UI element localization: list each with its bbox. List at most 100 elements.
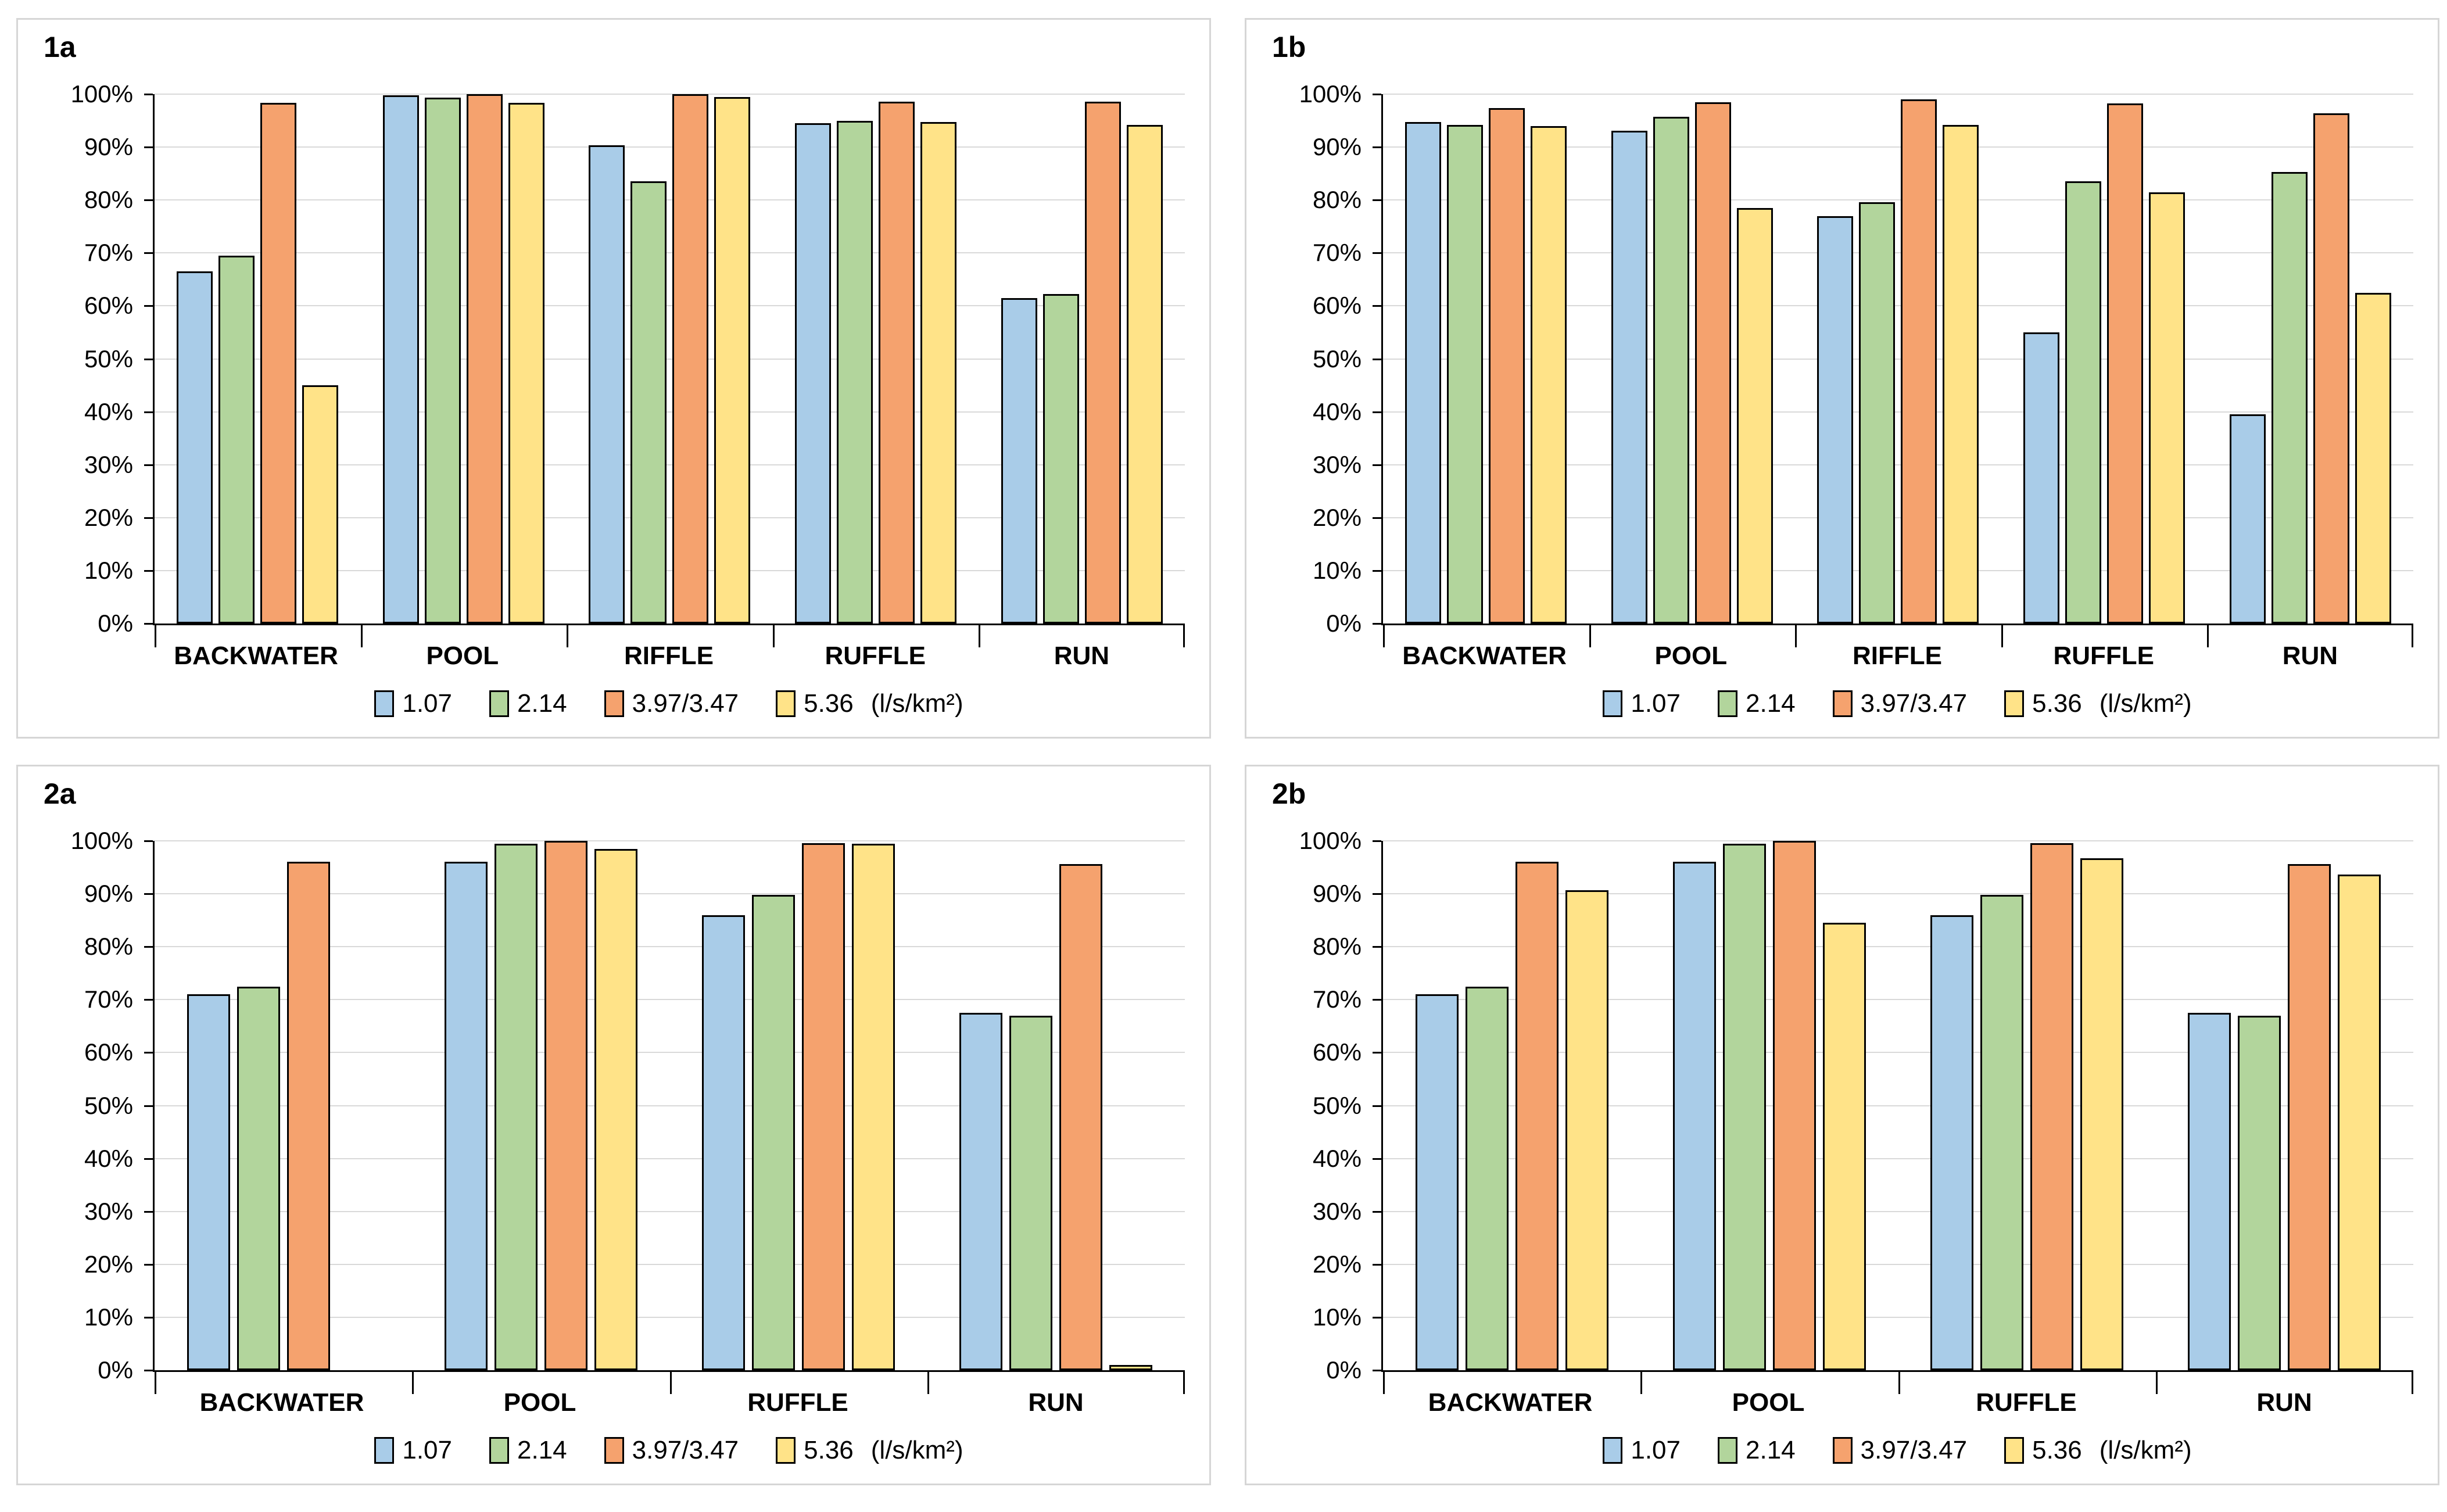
bar-2-14 — [1447, 124, 1484, 624]
gridline — [1383, 199, 2413, 201]
y-axis-tick — [144, 358, 153, 360]
x-axis-tick — [1383, 625, 1385, 647]
category-group — [1589, 94, 1796, 624]
bar-3-97-3-47 — [544, 841, 587, 1370]
y-axis-tick — [144, 1263, 153, 1266]
bars-layer — [1383, 94, 2413, 624]
y-tick-label: 60% — [84, 292, 133, 320]
y-tick-label: 100% — [1299, 827, 1362, 854]
y-axis-tick — [144, 411, 153, 413]
gridline — [155, 1158, 1185, 1159]
y-axis-tick — [144, 146, 153, 149]
legend-item: 3.97/3.47 — [604, 689, 739, 718]
bar-5-36 — [1822, 923, 1866, 1370]
gridline — [155, 893, 1185, 895]
gridline — [1383, 1263, 2413, 1265]
gridline — [155, 1052, 1185, 1054]
bar-5-36 — [2338, 875, 2381, 1370]
bar-5-36 — [1531, 126, 1567, 624]
y-tick-label: 10% — [1312, 556, 1362, 584]
y-axis-tick — [144, 1210, 153, 1213]
bar-2-14 — [2271, 171, 2308, 624]
gridline — [155, 999, 1185, 1001]
gridline — [1383, 893, 2413, 895]
legend-label: 1.07 — [1631, 1436, 1681, 1464]
y-tick-label: 60% — [1312, 292, 1362, 320]
gridline — [155, 252, 1185, 254]
y-tick-label: 50% — [84, 345, 133, 372]
y-axis-tick — [1373, 569, 1381, 572]
y-tick-label: 80% — [84, 186, 133, 214]
gridline — [155, 569, 1185, 571]
legend-item: 3.97/3.47 — [604, 1436, 739, 1465]
category-label: RUN — [1028, 1388, 1084, 1417]
gridline — [1383, 358, 2413, 360]
y-axis-labels: 100% 90% 80% 70% 60% 50% 40% 30% 20% 10% 0% — [1246, 82, 1362, 636]
category-label: POOL — [1654, 642, 1728, 670]
y-tick-label: 20% — [84, 503, 133, 531]
gridline — [1383, 517, 2413, 518]
category-group — [2207, 94, 2413, 624]
category-group — [927, 841, 1185, 1370]
legend-swatch-icon — [1832, 1437, 1853, 1464]
gridline — [155, 146, 1185, 148]
y-axis-tick — [144, 569, 153, 572]
y-tick-label: 0% — [98, 1356, 133, 1384]
y-axis-tick — [144, 1316, 153, 1318]
y-tick-label: 10% — [84, 1303, 133, 1331]
y-tick-label: 30% — [1312, 1197, 1362, 1225]
y-axis-tick — [144, 305, 153, 307]
plot-area — [144, 94, 1185, 647]
y-axis-tick — [1373, 1370, 1381, 1371]
legend-swatch-icon — [2004, 690, 2025, 717]
y-tick-label: 50% — [1312, 1091, 1362, 1119]
y-tick-label: 0% — [98, 610, 133, 637]
bar-2-14 — [630, 181, 667, 624]
legend-unit-label: (l/s/km²) — [2099, 1436, 2192, 1464]
y-axis-labels: 100% 90% 80% 70% 60% 50% 40% 30% 20% 10% 0% — [1246, 829, 1362, 1382]
y-axis-tick — [1373, 146, 1381, 149]
x-axis-tick — [1383, 1372, 1385, 1394]
x-axis-labels: BACKWATER POOL RUFFLE RUN — [153, 1388, 1185, 1417]
y-axis-tick — [1373, 464, 1381, 466]
gridline — [1383, 569, 2413, 571]
legend-label: 5.36 — [2032, 689, 2082, 718]
bar-1-07 — [2188, 1013, 2231, 1370]
bar-2-14 — [494, 844, 538, 1370]
gridline — [155, 1316, 1185, 1318]
bar-3-97-3-47 — [2288, 864, 2331, 1370]
bar-3-97-3-47 — [1772, 841, 1816, 1370]
y-tick-label: 30% — [84, 1197, 133, 1225]
category-group — [412, 841, 669, 1370]
bar-1-07 — [795, 123, 832, 624]
y-tick-label: 90% — [84, 880, 133, 908]
x-axis-tick — [567, 625, 569, 647]
bar-1-07 — [1415, 994, 1459, 1370]
gridline — [1383, 252, 2413, 254]
x-axis-tick — [155, 1372, 156, 1394]
x-axis-tick — [2155, 1372, 2158, 1394]
y-axis-tick — [1373, 893, 1381, 895]
bar-2-14 — [424, 98, 461, 624]
y-tick-label: 20% — [1312, 1250, 1362, 1278]
legend-swatch-icon — [604, 1437, 624, 1464]
legend-label: 5.36 — [804, 1436, 854, 1464]
chart-panel-1a: 1a 100% 90% 80% 70% 60% 50% 40% 30% 20% 10% 0% BAC… — [16, 18, 1211, 739]
bar-3-97-3-47 — [1901, 99, 1937, 624]
legend-label: 3.97/3.47 — [632, 1436, 739, 1464]
bar-2-14 — [752, 894, 796, 1370]
category-group — [979, 94, 1185, 624]
bars-layer — [1383, 841, 2413, 1370]
y-axis-tick — [1373, 305, 1381, 307]
legend-unit-label: (l/s/km²) — [2099, 689, 2192, 718]
gridline — [1383, 94, 2413, 95]
gridline — [1383, 1316, 2413, 1318]
legend: 1.07 2.14 3.97/3.47 5.36 (l/s/km²) — [1381, 689, 2413, 718]
y-tick-label: 100% — [70, 827, 133, 854]
legend-swatch-icon — [489, 690, 509, 717]
y-tick-label: 60% — [1312, 1038, 1362, 1066]
legend-swatch-icon — [1718, 1437, 1737, 1464]
gridline — [1383, 464, 2413, 465]
legend-swatch-icon — [1603, 690, 1623, 717]
y-tick-label: 50% — [1312, 345, 1362, 372]
